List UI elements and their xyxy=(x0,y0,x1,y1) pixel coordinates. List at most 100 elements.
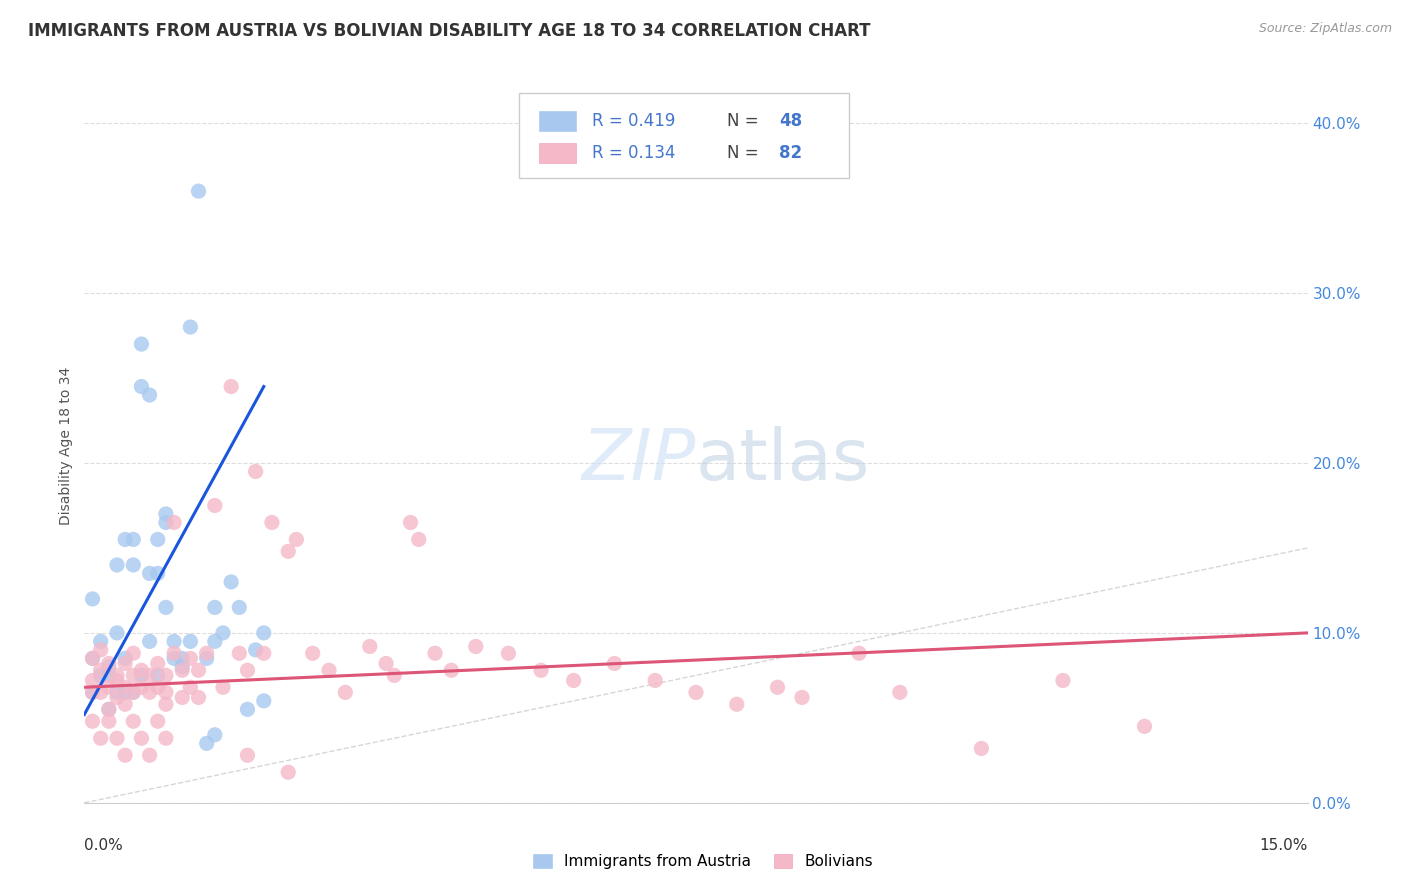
Point xyxy=(155,698,177,712)
Point xyxy=(131,337,153,351)
Point xyxy=(790,690,813,705)
Point xyxy=(122,685,145,699)
Point xyxy=(1133,719,1156,733)
Point xyxy=(155,600,177,615)
Point xyxy=(114,685,136,699)
Point xyxy=(146,657,169,671)
Point xyxy=(889,685,911,699)
Point xyxy=(138,388,160,402)
Point xyxy=(97,657,120,671)
Point xyxy=(440,663,463,677)
Point xyxy=(97,660,120,674)
Point xyxy=(359,640,381,654)
Point xyxy=(970,741,993,756)
Point xyxy=(253,626,276,640)
Point xyxy=(114,651,136,665)
Point xyxy=(105,690,128,705)
Point xyxy=(131,680,153,694)
Point xyxy=(105,731,128,746)
Point xyxy=(204,600,226,615)
Point xyxy=(146,533,169,547)
Point xyxy=(82,714,104,729)
Point xyxy=(97,714,120,729)
Point xyxy=(82,685,104,699)
Point xyxy=(131,731,153,746)
Point xyxy=(408,533,430,547)
Point xyxy=(122,685,145,699)
Point xyxy=(530,663,553,677)
Point xyxy=(236,748,259,763)
Point xyxy=(179,634,201,648)
Point xyxy=(172,663,194,677)
Point xyxy=(1052,673,1074,688)
Point xyxy=(82,673,104,688)
Point xyxy=(318,663,340,677)
Point xyxy=(179,651,201,665)
Point xyxy=(399,516,422,530)
Y-axis label: Disability Age 18 to 34: Disability Age 18 to 34 xyxy=(59,367,73,525)
Point xyxy=(382,668,405,682)
Point xyxy=(97,680,120,694)
Point xyxy=(90,668,112,682)
Point xyxy=(187,663,209,677)
Point xyxy=(90,634,112,648)
Point xyxy=(179,680,201,694)
Point xyxy=(105,626,128,640)
Point xyxy=(204,499,226,513)
Point xyxy=(114,533,136,547)
Text: N =: N = xyxy=(727,145,763,162)
Point xyxy=(195,736,218,750)
Point xyxy=(90,731,112,746)
Point xyxy=(498,646,520,660)
Point xyxy=(172,660,194,674)
FancyBboxPatch shape xyxy=(540,112,576,131)
Point xyxy=(114,698,136,712)
Point xyxy=(114,748,136,763)
Point xyxy=(138,566,160,581)
Point xyxy=(163,516,186,530)
Point xyxy=(90,663,112,677)
Point xyxy=(236,702,259,716)
Text: 82: 82 xyxy=(779,145,803,162)
Point xyxy=(685,685,707,699)
Point xyxy=(603,657,626,671)
Point xyxy=(114,657,136,671)
Point xyxy=(105,673,128,688)
Point xyxy=(187,690,209,705)
Point xyxy=(90,685,112,699)
Text: 0.0%: 0.0% xyxy=(84,838,124,854)
Point xyxy=(219,379,242,393)
Text: R = 0.419: R = 0.419 xyxy=(592,112,675,130)
Point xyxy=(138,748,160,763)
Point xyxy=(138,668,160,682)
FancyBboxPatch shape xyxy=(540,144,576,163)
Point xyxy=(163,634,186,648)
Point xyxy=(122,714,145,729)
Point xyxy=(228,646,250,660)
Point xyxy=(423,646,446,660)
Text: 15.0%: 15.0% xyxy=(1260,838,1308,854)
Point xyxy=(725,698,748,712)
Point xyxy=(155,685,177,699)
Text: 48: 48 xyxy=(779,112,803,130)
Point xyxy=(131,379,153,393)
Point xyxy=(301,646,323,660)
Point xyxy=(155,516,177,530)
Point xyxy=(766,680,789,694)
Point xyxy=(155,507,177,521)
Point xyxy=(131,668,153,682)
Point xyxy=(228,600,250,615)
Text: ZIP: ZIP xyxy=(582,425,696,495)
Text: atlas: atlas xyxy=(696,425,870,495)
Point xyxy=(97,702,120,716)
Point xyxy=(204,728,226,742)
Point xyxy=(114,680,136,694)
Legend: Immigrants from Austria, Bolivians: Immigrants from Austria, Bolivians xyxy=(527,848,879,875)
Point xyxy=(155,668,177,682)
Point xyxy=(285,533,308,547)
Point xyxy=(179,320,201,334)
Point xyxy=(172,651,194,665)
Point xyxy=(195,651,218,665)
Point xyxy=(260,516,283,530)
Point xyxy=(90,643,112,657)
